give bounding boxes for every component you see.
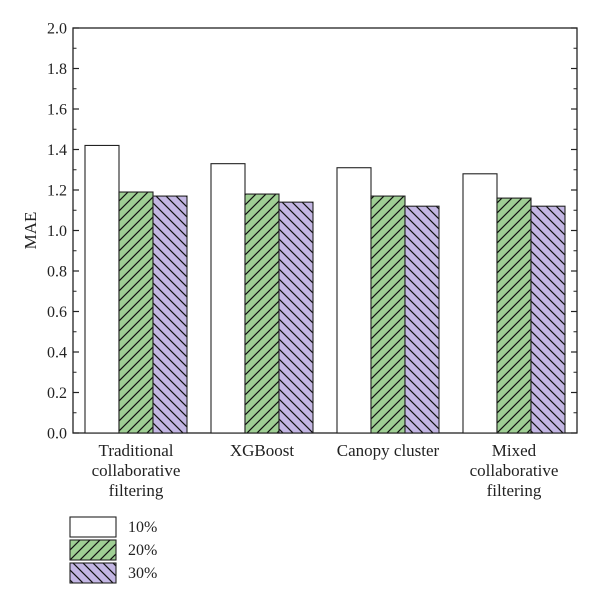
legend-swatch-30pct <box>69 562 117 584</box>
y-tick-label: 0.4 <box>47 345 67 362</box>
legend-swatch-20pct <box>69 539 117 561</box>
x-category-label: collaborative <box>92 461 181 480</box>
x-category-label: XGBoost <box>230 441 295 460</box>
x-category-label: filtering <box>109 481 164 500</box>
bar-10pct-3 <box>462 173 498 434</box>
legend-label: 10% <box>128 519 157 536</box>
y-tick-label: 1.6 <box>47 102 67 119</box>
y-tick-label: 2.0 <box>47 21 67 38</box>
y-tick-label: 1.0 <box>47 223 67 240</box>
y-axis-title: MAE <box>21 212 40 250</box>
legend-swatch-10pct <box>69 516 117 538</box>
y-tick-label: 0.6 <box>47 304 67 321</box>
bar-20pct-0 <box>118 191 154 434</box>
bar-20pct-1 <box>244 193 280 434</box>
bar-10pct-1 <box>210 163 246 434</box>
x-category-label: collaborative <box>470 461 559 480</box>
legend: 10% 20% 30% <box>69 516 157 584</box>
bar-30pct-3 <box>530 205 566 434</box>
legend-label: 30% <box>128 565 157 582</box>
y-tick-label: 1.2 <box>47 183 67 200</box>
y-tick-label: 0.2 <box>47 385 67 402</box>
bar-30pct-1 <box>278 201 314 434</box>
bar-30pct-0 <box>152 195 188 434</box>
bar-10pct-2 <box>336 167 372 434</box>
y-tick-label: 1.8 <box>47 61 67 78</box>
y-tick-label: 0.0 <box>47 426 67 443</box>
bar-20pct-3 <box>496 197 532 434</box>
bar-30pct-2 <box>404 205 440 434</box>
bar-20pct-2 <box>370 195 406 434</box>
legend-label: 20% <box>128 542 157 559</box>
x-category-label: Canopy cluster <box>337 441 440 460</box>
bar-10pct-0 <box>84 144 120 434</box>
y-tick-label: 1.4 <box>47 142 67 159</box>
x-category-label: Mixed <box>492 441 537 460</box>
x-category-label: filtering <box>487 481 542 500</box>
y-tick-label: 0.8 <box>47 264 67 281</box>
x-category-label: Traditional <box>99 441 174 460</box>
plot-area: 0.0 0.2 0.4 0.6 0.8 1.0 1.2 1.4 1.6 1.8 2.0 MAE Trad… <box>21 21 578 500</box>
